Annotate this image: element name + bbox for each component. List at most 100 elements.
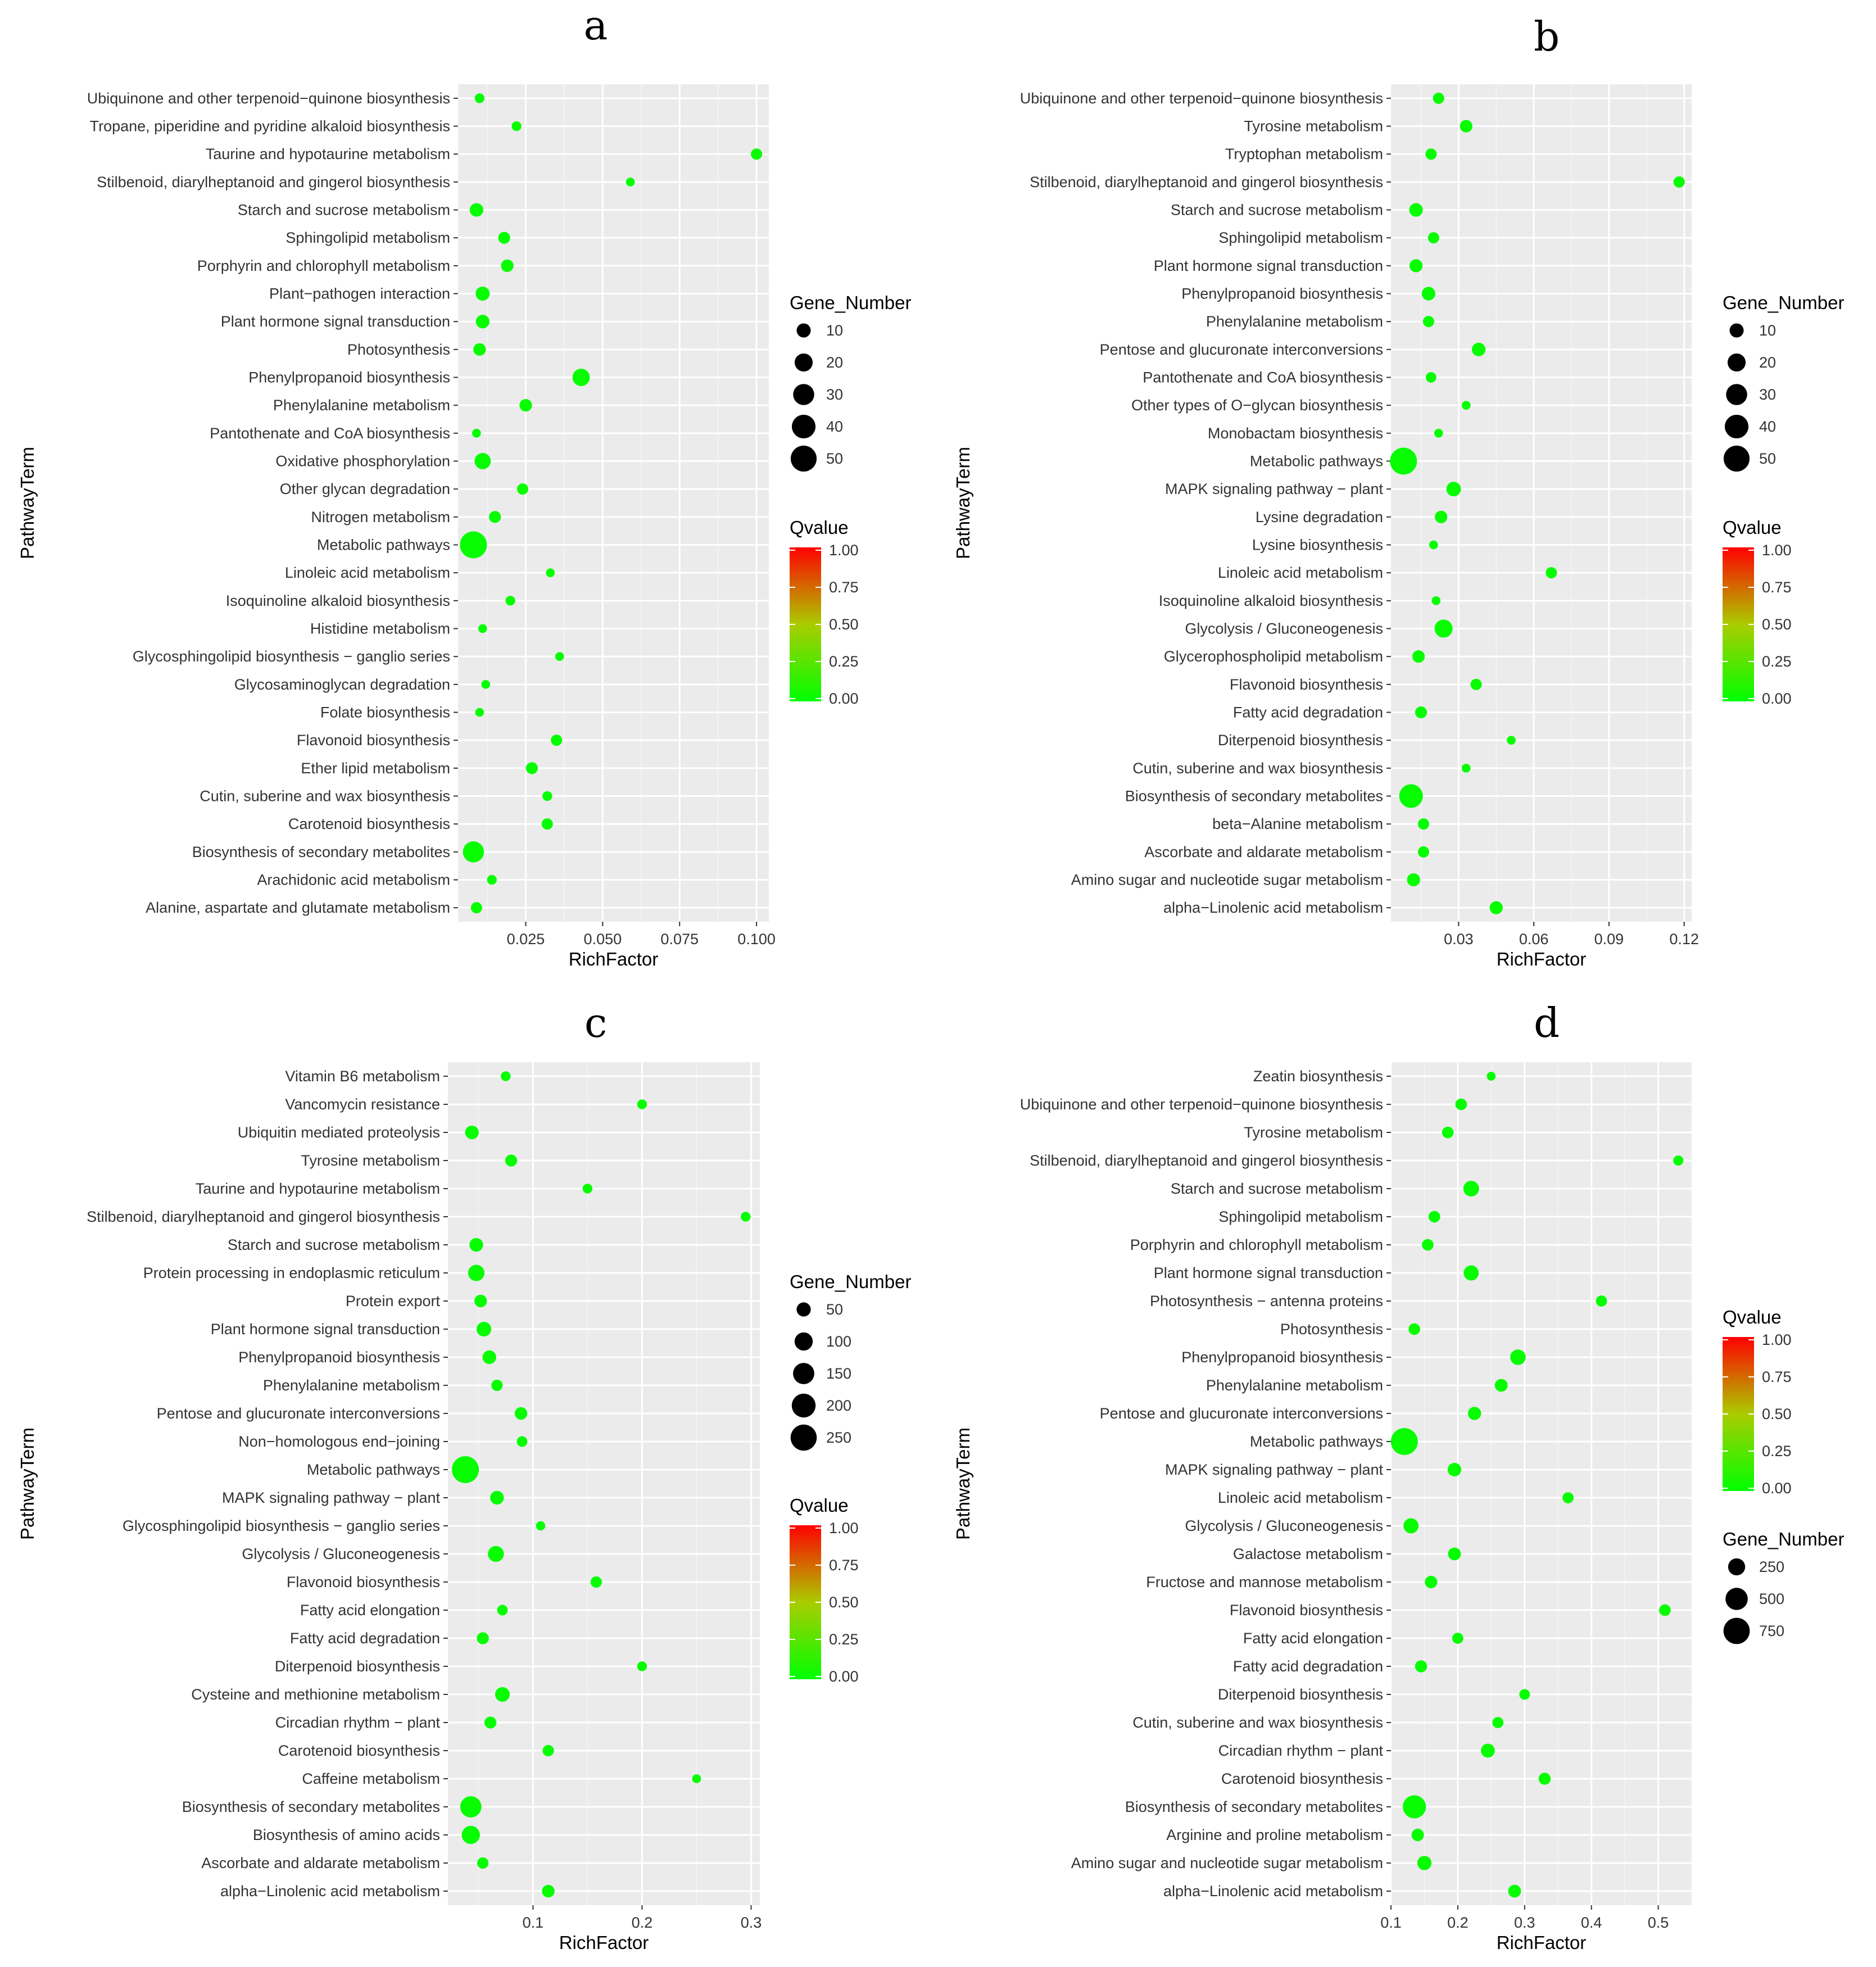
y-tick-label: Pentose and glucuronate interconversions [1100,341,1383,358]
data-point [487,874,497,885]
size-legend-label: 150 [826,1365,851,1382]
y-tick-label: Protein export [346,1293,441,1309]
y-tick-label: Monobactam biosynthesis [1208,425,1383,442]
data-point [472,429,481,438]
x-tick-label: 0.09 [1594,931,1624,948]
y-tick-label: Flavonoid biosynthesis [1230,676,1383,693]
qvalue-legend-label: 0.00 [829,1668,859,1685]
y-tick-label: Phenylalanine metabolism [1206,1377,1383,1394]
data-point [582,1184,593,1194]
data-point [1460,120,1472,133]
size-legend-key [1724,414,1749,439]
qvalue-legend-title: Qvalue [1723,517,1782,538]
y-tick-label: Porphyrin and chlorophyll metabolism [1130,1236,1383,1253]
x-tick-label: 0.4 [1581,1914,1602,1931]
data-point [1659,1604,1671,1616]
x-axis-title: RichFactor [1497,1932,1587,1953]
y-tick-label: Vancomycin resistance [285,1096,440,1113]
y-tick-label: Plant hormone signal transduction [1154,1265,1383,1281]
data-point [1425,372,1437,383]
size-legend-key [790,445,817,472]
y-tick-label: Glycosaminoglycan degradation [234,676,450,693]
y-tick-label: Alanine, aspartate and glutamate metabol… [146,899,450,916]
x-tick-label: 0.1 [523,1914,544,1931]
y-tick-label: Linoleic acid metabolism [285,564,450,581]
plot-background [1391,1062,1692,1905]
data-point [477,1321,492,1337]
y-tick-label: Plant−pathogen interaction [269,285,450,302]
x-tick-label: 0.5 [1648,1914,1669,1931]
qvalue-legend-label: 0.75 [829,579,859,596]
x-tick-label: 0.3 [741,1914,762,1931]
y-tick-label: Taurine and hypotaurine metabolism [196,1180,440,1197]
y-tick-label: Ether lipid metabolism [301,760,450,777]
data-point [469,203,483,217]
data-point [460,1796,482,1818]
y-tick-label: Sphingolipid metabolism [1218,1208,1383,1225]
qvalue-legend-label: 0.00 [1762,1480,1792,1497]
data-point [511,121,522,132]
data-point [463,841,484,863]
y-tick-label: Non−homologous end−joining [238,1433,440,1450]
y-tick-label: Cutin, suberine and wax biosynthesis [200,788,450,805]
y-tick-label: Ubiquinone and other terpenoid−quinone b… [1020,1096,1383,1113]
y-tick-label: Ubiquinone and other terpenoid−quinone b… [1020,90,1383,107]
qvalue-legend-label: 0.25 [1762,1443,1792,1460]
x-tick-label: 0.12 [1669,931,1699,948]
size-legend: Gene_Number 250 500 750 [1723,1529,1844,1644]
y-tick-label: Fructose and mannose metabolism [1146,1574,1383,1590]
data-point [1487,1072,1496,1081]
y-tick-label: Lysine degradation [1256,509,1383,525]
panel-c: c 0.1 0.2 0.3 Vitamin B6 metabolism Vancomyci… [17,999,911,1953]
data-point [1446,482,1461,497]
data-point [1390,1428,1418,1455]
data-point [1403,1795,1426,1819]
y-tick-label: Stilbenoid, diarylheptanoid and gingerol… [1030,174,1383,191]
data-point [1471,342,1486,356]
data-point [637,1099,647,1109]
y-tick-label: MAPK signaling pathway − plant [1165,1461,1383,1478]
x-tick-label: 0.2 [632,1914,653,1931]
data-point [1492,1717,1504,1728]
data-point [452,1456,479,1483]
data-point [1428,1211,1440,1223]
y-tick-label: Tyrosine metabolism [301,1152,440,1169]
panel-d: d 0.1 0.2 0.3 0.4 0.5 Zeatin biosynthesis Ubiqu… [953,999,1844,1953]
data-point [1463,1265,1479,1281]
y-tick-label: Cutin, suberine and wax biosynthesis [1132,760,1383,777]
data-point [555,652,564,661]
panel-b: b 0.03 0.06 0.09 0.12 Ubiquinone and other te… [953,13,1844,969]
y-tick-label: Sphingolipid metabolism [286,229,450,246]
data-point [572,369,590,386]
qvalue-legend: Qvalue 1.00 0.75 0.50 0.25 0.00 [1723,1307,1792,1497]
y-tick-label: Glycolysis / Gluconeogenesis [242,1546,440,1562]
qvalue-legend-label: 0.75 [1762,1368,1792,1385]
y-tick-label: Pentose and glucuronate interconversions [157,1405,440,1422]
y-tick-label: MAPK signaling pathway − plant [222,1489,440,1506]
y-tick-label: Ubiquitin mediated proteolysis [238,1124,440,1141]
data-point [692,1774,701,1783]
data-point [1417,846,1429,858]
y-tick-label: Caffeine metabolism [302,1770,440,1787]
data-point [1411,1828,1424,1842]
y-tick-label: Flavonoid biosynthesis [1230,1602,1383,1619]
size-legend-title: Gene_Number [1723,1529,1844,1549]
y-tick-label: Biosynthesis of secondary metabolites [192,844,450,860]
data-point [477,1632,489,1644]
data-point [470,902,482,914]
data-point [490,1490,504,1505]
data-point [1546,567,1557,579]
data-point [1429,540,1438,550]
y-tick-label: Cutin, suberine and wax biosynthesis [1132,1714,1383,1731]
size-legend-key [793,1363,814,1384]
y-tick-label: Phenylpropanoid biosynthesis [238,1349,440,1366]
y-tick-label: Biosynthesis of secondary metabolites [1125,788,1383,805]
qvalue-legend-label: 1.00 [829,542,859,559]
data-point [541,818,553,830]
size-legend-label: 750 [1759,1622,1784,1639]
size-legend-label: 30 [826,386,843,403]
data-point [751,148,763,160]
y-tick-label: MAPK signaling pathway − plant [1165,481,1383,497]
y-tick-label: Other types of O−glycan biosynthesis [1131,397,1383,414]
